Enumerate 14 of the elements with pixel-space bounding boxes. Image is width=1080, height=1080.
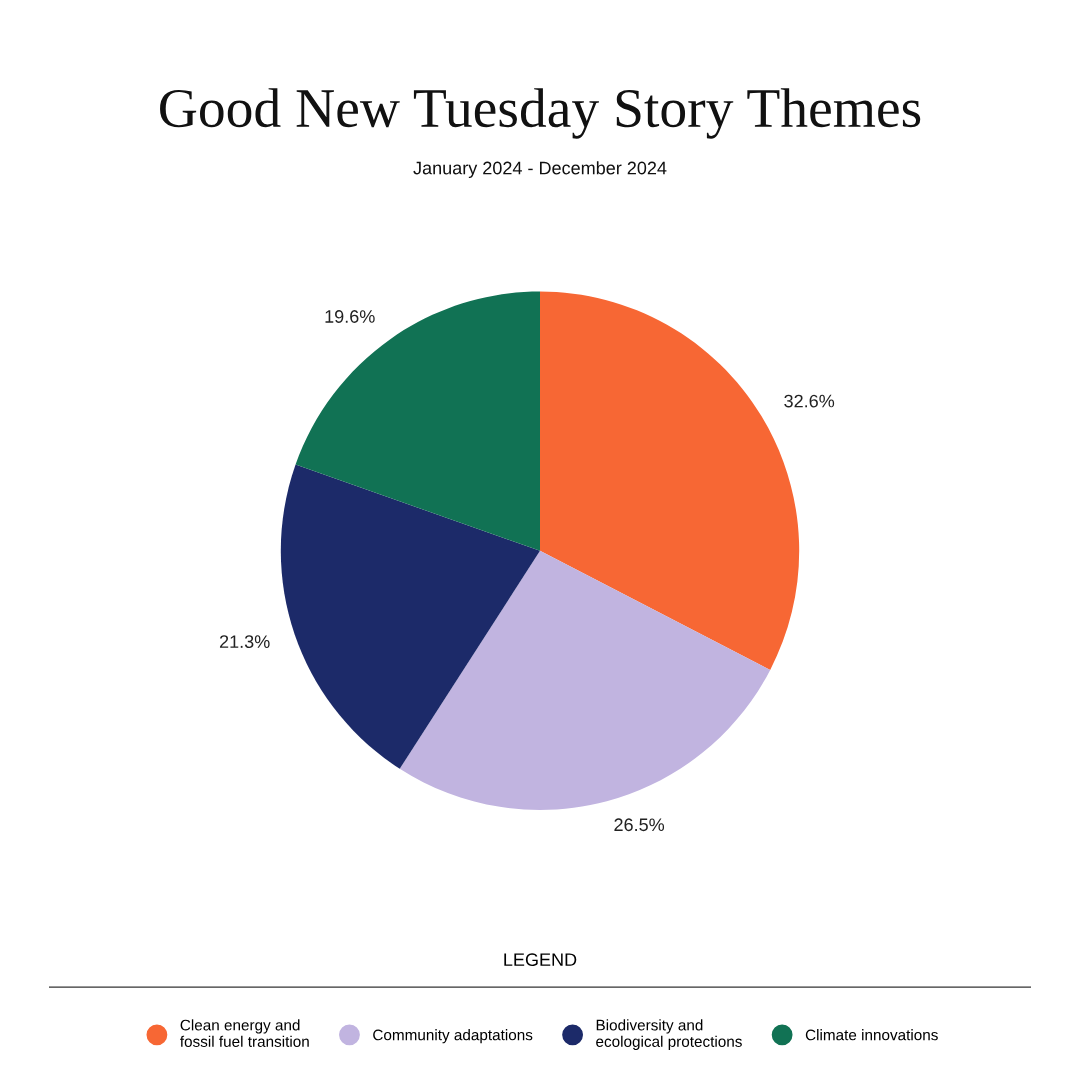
legend-label: Climate innovations xyxy=(805,1029,938,1041)
chart-title: Good New Tuesday Story Themes xyxy=(160,88,921,139)
data-label: 26.5% xyxy=(614,818,665,832)
chart-subtitle: January 2024 - December 2024 xyxy=(413,161,667,178)
data-label: 19.6% xyxy=(325,310,375,323)
pie-slice xyxy=(280,464,540,769)
data-label: 32.6% xyxy=(784,394,835,408)
legend-label: Clean energy and fossil fuel transition xyxy=(180,1019,309,1047)
legend-title: LEGEND xyxy=(504,953,577,967)
pie-slice xyxy=(295,291,540,551)
data-label: 21.3% xyxy=(219,635,270,648)
legend-label: Community adaptations xyxy=(373,1029,533,1044)
legend-label: Biodiversity and ecological protections xyxy=(596,1019,742,1050)
pie-slice xyxy=(399,550,771,810)
